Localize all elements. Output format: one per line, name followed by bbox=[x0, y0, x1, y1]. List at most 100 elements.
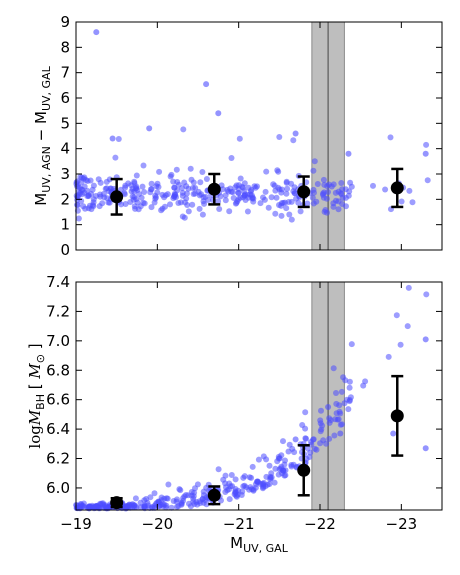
scatter-point bbox=[179, 213, 186, 220]
scatter-point bbox=[270, 181, 277, 188]
scatter-point bbox=[268, 194, 275, 201]
binned-mean-marker bbox=[297, 463, 311, 477]
scatter-point bbox=[185, 492, 192, 499]
scatter-point bbox=[424, 177, 431, 184]
scatter-point bbox=[260, 481, 267, 488]
scatter-point bbox=[190, 179, 197, 186]
y-tick-label: 6 bbox=[60, 89, 70, 107]
y-tick-label: 8 bbox=[60, 38, 70, 56]
scatter-point bbox=[172, 191, 179, 198]
scatter-point bbox=[260, 194, 266, 201]
scatter-point bbox=[338, 180, 345, 186]
scatter-point bbox=[272, 187, 279, 194]
scatter-point bbox=[90, 182, 97, 189]
scatter-point bbox=[110, 185, 117, 192]
scatter-point bbox=[90, 199, 97, 206]
y-tick-label: 7.4 bbox=[46, 273, 70, 291]
scatter-point bbox=[334, 416, 341, 423]
scatter-point bbox=[219, 186, 226, 193]
scatter-point bbox=[81, 174, 88, 181]
scatter-point bbox=[345, 192, 352, 199]
scatter-point bbox=[313, 446, 320, 453]
scatter-point bbox=[100, 190, 107, 197]
scatter-point bbox=[360, 382, 367, 389]
scatter-point bbox=[160, 503, 167, 510]
scatter-point bbox=[240, 474, 247, 481]
scatter-point bbox=[397, 341, 404, 348]
scatter-point bbox=[222, 197, 229, 204]
scatter-point bbox=[184, 202, 191, 208]
scatter-point bbox=[326, 435, 333, 442]
scatter-point bbox=[190, 493, 197, 500]
scatter-point bbox=[186, 500, 192, 507]
scatter-point bbox=[285, 199, 292, 205]
scatter-point bbox=[319, 422, 326, 429]
scatter-point bbox=[252, 481, 259, 488]
scatter-point bbox=[263, 456, 270, 463]
scatter-point bbox=[272, 210, 279, 217]
scatter-point bbox=[141, 189, 148, 195]
scatter-point bbox=[121, 190, 128, 196]
scatter-point bbox=[385, 353, 392, 360]
scatter-point bbox=[346, 378, 353, 385]
x-axis-label: MUV, GAL bbox=[230, 534, 289, 555]
bottom-ylabel-main: M bbox=[26, 409, 44, 426]
top-binned-markers bbox=[110, 167, 404, 216]
scatter-point bbox=[146, 125, 153, 132]
scatter-point bbox=[288, 216, 295, 223]
scatter-point bbox=[196, 205, 203, 212]
y-tick-label: 4 bbox=[60, 140, 70, 158]
scatter-point bbox=[309, 194, 316, 201]
top-plot-area bbox=[76, 22, 442, 250]
scatter-point bbox=[185, 208, 192, 215]
scatter-point bbox=[241, 192, 248, 199]
scatter-point bbox=[151, 490, 158, 497]
scatter-point bbox=[153, 500, 160, 506]
xlabel-main: M bbox=[230, 534, 243, 552]
bottom-binned-markers bbox=[110, 374, 404, 510]
scatter-point bbox=[278, 212, 285, 219]
y-tick-label: 5 bbox=[60, 114, 70, 132]
scatter-point bbox=[178, 199, 184, 206]
top-y-ticks: 0 1 2 3 4 5 6 7 8 9 bbox=[60, 13, 442, 259]
scatter-point bbox=[278, 202, 285, 209]
scatter-point bbox=[183, 190, 190, 197]
scatter-point bbox=[263, 473, 270, 480]
scatter-point bbox=[286, 211, 293, 218]
scatter-point bbox=[112, 154, 119, 161]
scatter-point bbox=[423, 141, 430, 148]
scatter-point bbox=[165, 481, 172, 488]
binned-mean-marker bbox=[390, 409, 404, 423]
scatter-point bbox=[302, 409, 309, 416]
scatter-point bbox=[147, 189, 154, 196]
top-shaded-band bbox=[311, 21, 345, 251]
scatter-point bbox=[187, 165, 194, 172]
x-tick-label: −21 bbox=[223, 515, 255, 533]
scatter-point bbox=[151, 199, 158, 206]
bottom-ylabel-bracket-open: [ bbox=[26, 379, 44, 394]
scatter-point bbox=[233, 493, 240, 500]
scatter-point bbox=[131, 180, 138, 187]
scatter-point bbox=[235, 190, 242, 196]
scatter-point bbox=[203, 81, 210, 88]
scatter-point bbox=[202, 193, 209, 200]
scatter-point bbox=[159, 191, 166, 198]
scatter-point bbox=[144, 499, 151, 506]
scatter-point bbox=[164, 495, 171, 502]
scatter-point bbox=[123, 504, 130, 511]
scatter-point bbox=[310, 200, 317, 207]
scatter-point bbox=[283, 205, 290, 212]
scatter-point bbox=[226, 496, 233, 503]
scatter-point bbox=[326, 415, 333, 422]
scatter-point bbox=[177, 487, 184, 494]
scatter-point bbox=[310, 436, 317, 443]
bottom-ylabel-bracket-close: ] bbox=[26, 343, 44, 354]
binned-mean-marker bbox=[297, 185, 311, 199]
scatter-point bbox=[153, 194, 159, 201]
scatter-point bbox=[141, 503, 148, 510]
scatter-point bbox=[291, 190, 298, 197]
top-plot-frame bbox=[75, 21, 443, 251]
x-tick-label: −23 bbox=[386, 515, 418, 533]
scatter-point bbox=[192, 190, 199, 197]
scatter-point bbox=[278, 452, 285, 459]
